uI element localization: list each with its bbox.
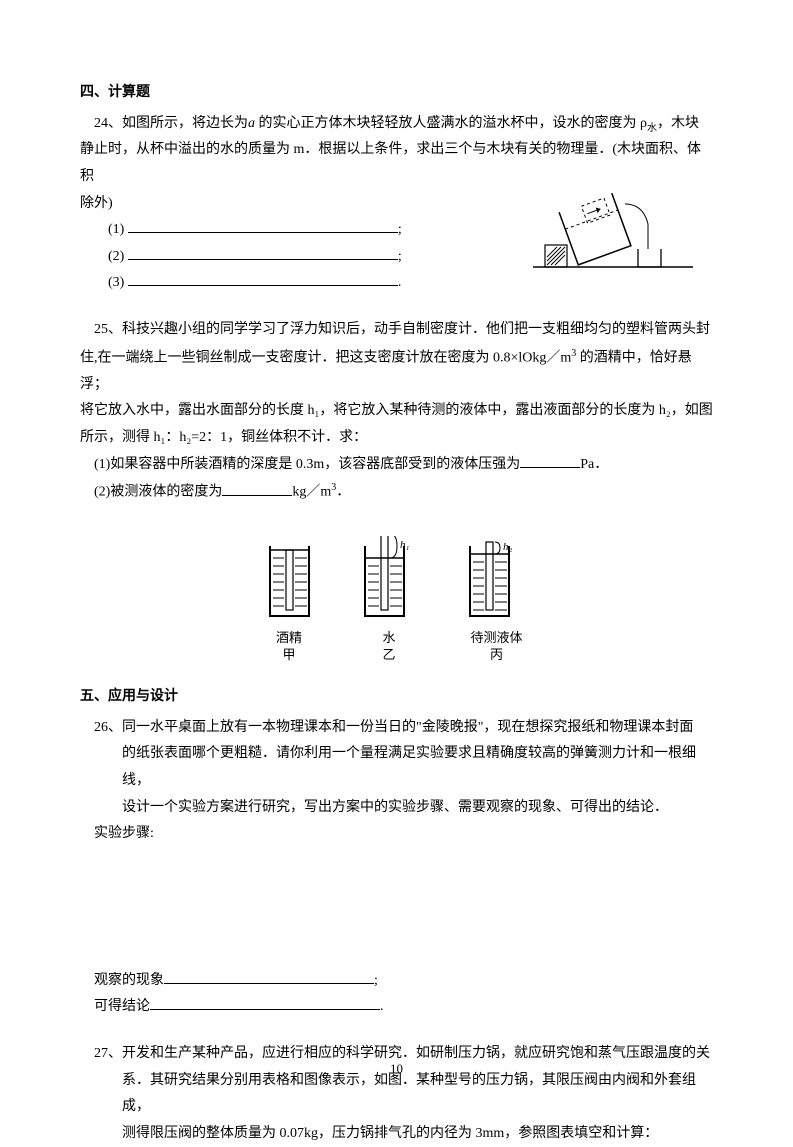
q25-figures: 酒精甲 h₁ 水乙	[80, 536, 713, 664]
svg-text:h₂: h₂	[503, 541, 513, 553]
q25-cup2-l1: 水	[382, 630, 395, 645]
q24-blank-2[interactable]	[128, 245, 398, 260]
q25-cup1-l1: 酒精	[276, 630, 302, 645]
q24-item2: (2)	[108, 249, 124, 264]
svg-text:h₁: h₁	[400, 539, 410, 551]
q24-item1: (1)	[108, 222, 124, 237]
q24-blank-3[interactable]	[128, 271, 398, 286]
q24-mid1: 的实心正方体木块轻轻放人盛满水的溢水杯中，设水的密度为 ρ	[255, 116, 647, 131]
question-24: 24、如图所示，将边长为a 的实心正方体木块轻轻放人盛满水的溢水杯中，设水的密度…	[80, 111, 713, 297]
q26-steps-space[interactable]	[80, 848, 713, 968]
question-26: 26、同一水平桌面上放有一本物理课本和一份当日的"金陵晚报"，现在想探究报纸和物…	[80, 715, 713, 1021]
page-number: 10	[0, 1057, 793, 1082]
q25-p1a: (1)如果容器中所装酒精的深度是 0.3m，该容器底部受到的液体压强为	[94, 457, 520, 472]
question-25: 25、科技兴趣小组的同学学习了浮力知识后，动手自制密度计．他们把一支粗细均匀的塑…	[80, 317, 713, 664]
section-5-title: 五、应用与设计	[80, 684, 713, 711]
q25-cup3-l1: 待测液体	[470, 630, 522, 645]
q24-text: 24、如图所示，将边长为a 的实心正方体木块轻轻放人盛满水的溢水杯中，设水的密度…	[80, 111, 713, 138]
q25-l2a: 住,在一端绕上一些铜丝制成一支密度计．把这支密度计放在密度为 0.8×lOkg／…	[80, 350, 571, 365]
q24-sub: 水	[647, 122, 657, 133]
q27-l3: 测得限压阀的整体质量为 0.07kg，压力锅排气孔的内径为 3mm，参照图表填空…	[80, 1121, 713, 1147]
q25-cup1-l2: 甲	[282, 647, 295, 662]
q26-l2: 的纸张表面哪个更粗糙．请你利用一个量程满足实验要求且精确度较高的弹簧测力计和一根…	[80, 741, 713, 794]
section-4-title: 四、计算题	[80, 80, 713, 107]
q25-blank-2[interactable]	[222, 481, 292, 496]
q25-p2: (2)被测液体的密度为kg／m3．	[80, 478, 713, 506]
q26-obs-blank[interactable]	[164, 969, 374, 984]
q25-cup2-l2: 乙	[382, 647, 395, 662]
q24-blank-1[interactable]	[128, 218, 398, 233]
q25-l4: 所示，测得 h₁：h₂=2：1，铜丝体积不计．求：	[80, 425, 713, 452]
q26-steps-label: 实验步骤:	[80, 821, 713, 848]
q25-cup-test: h₂ 待测液体丙	[462, 536, 532, 664]
q25-cup3-l2: 丙	[490, 647, 503, 662]
q26-l1: 26、同一水平桌面上放有一本物理课本和一份当日的"金陵晚报"，现在想探究报纸和物…	[80, 715, 713, 742]
q25-p2a: (2)被测液体的密度为	[94, 485, 222, 500]
q25-p2b: kg／m	[292, 485, 331, 500]
q25-p2c: ．	[336, 485, 350, 500]
q25-l2: 住,在一端绕上一些铜丝制成一支密度计．把这支密度计放在密度为 0.8×lOkg／…	[80, 344, 713, 399]
q25-l1: 25、科技兴趣小组的同学学习了浮力知识后，动手自制密度计．他们把一支粗细均匀的塑…	[80, 317, 713, 344]
q24-prefix: 24、如图所示，将边长为	[94, 116, 248, 131]
q25-p1: (1)如果容器中所装酒精的深度是 0.3m，该容器底部受到的液体压强为 Pa．	[80, 452, 713, 479]
q26-concl-blank[interactable]	[150, 995, 380, 1010]
q25-cup-water: h₁ 水乙	[357, 536, 422, 664]
q26-concl-label: 可得结论	[94, 999, 150, 1014]
q25-blank-1[interactable]	[520, 453, 580, 468]
q25-cup-alcohol: 酒精甲	[262, 536, 317, 664]
q26-l3: 设计一个实验方案进行研究，写出方案中的实验步骤、需要观察的现象、可得出的结论．	[80, 795, 713, 822]
q25-l3: 将它放入水中，露出水面部分的长度 h₁，将它放入某种待测的液体中，露出液面部分的…	[80, 398, 713, 425]
q25-p1b: Pa．	[580, 457, 608, 472]
q24-mid2: ，木块	[657, 116, 699, 131]
q24-var: a	[248, 116, 255, 131]
q24-item3: (3)	[108, 275, 124, 290]
q24-figure	[533, 179, 693, 274]
q26-obs-label: 观察的现象	[94, 973, 164, 988]
